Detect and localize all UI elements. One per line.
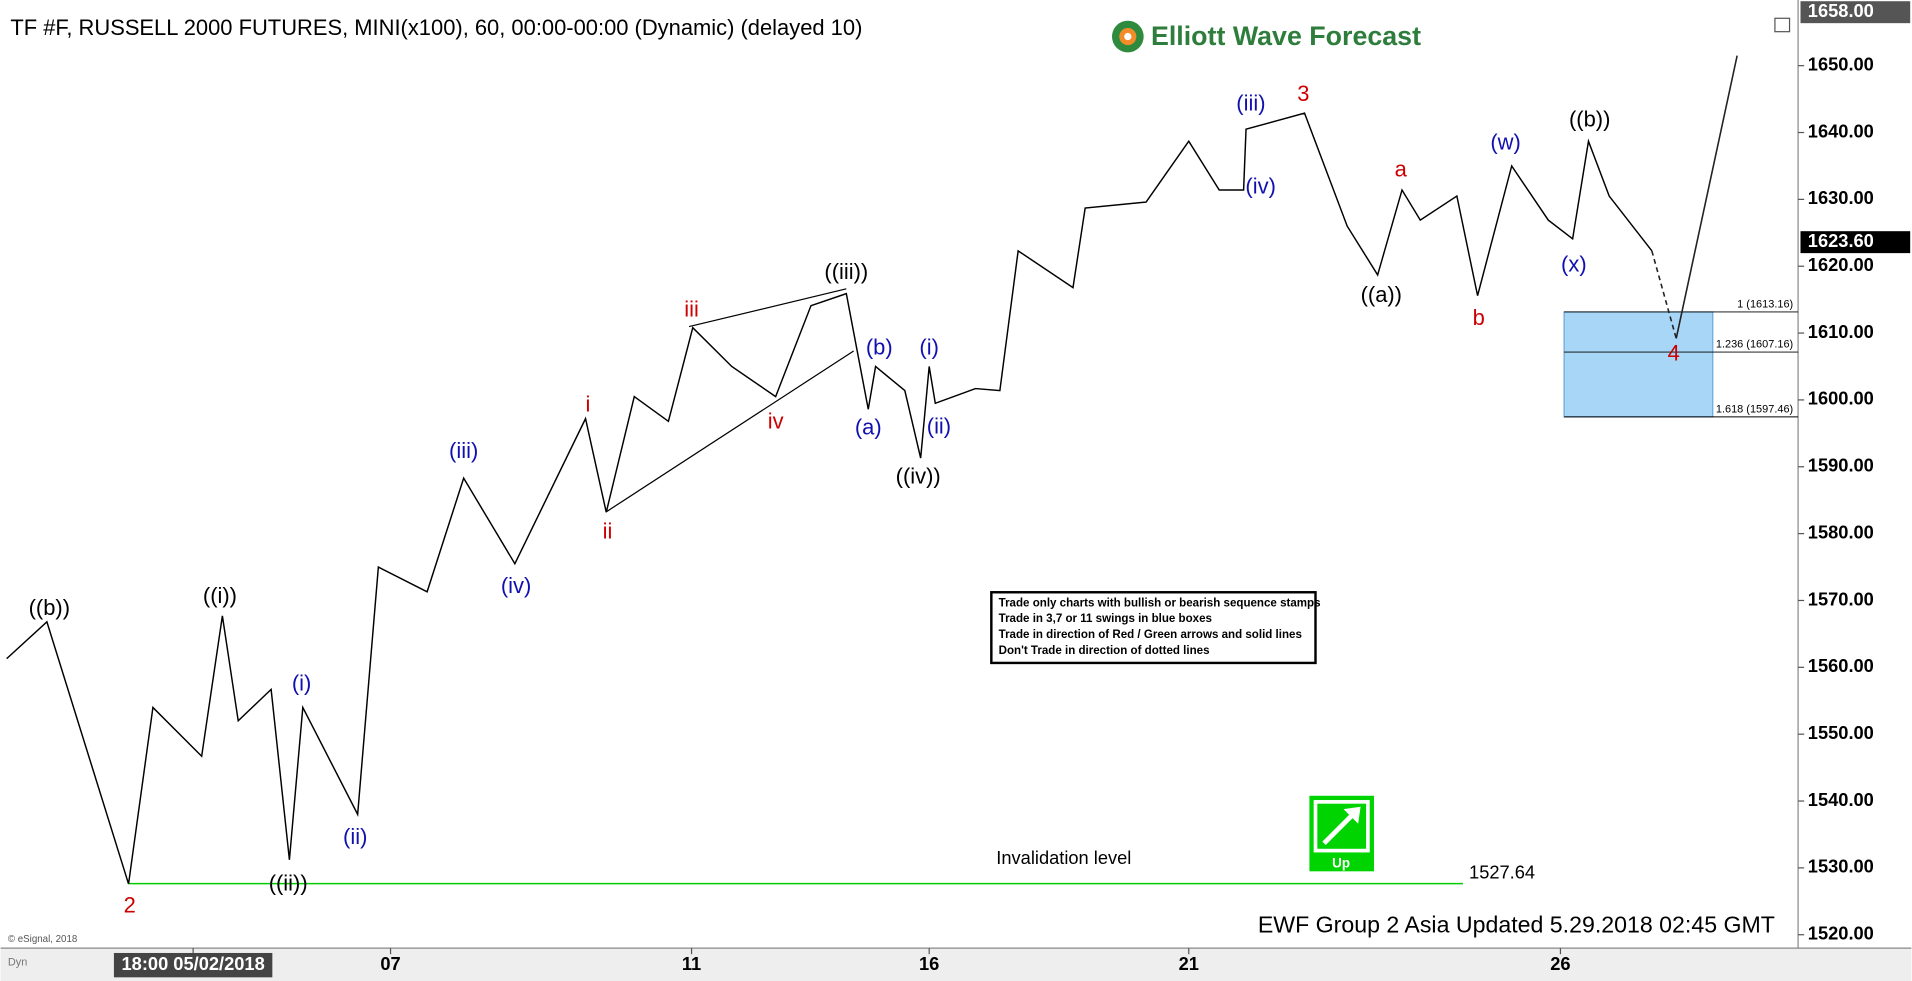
y-tick-label: 1540.00 — [1808, 789, 1874, 810]
x-tick-label: 11 — [682, 953, 701, 974]
y-tick-label: 1570.00 — [1808, 588, 1874, 609]
wave-label: ((ii)) — [269, 871, 308, 896]
price-line — [6, 112, 1653, 885]
wave-label: 2 — [124, 892, 136, 917]
rules-line: Trade in 3,7 or 11 swings in blue boxes — [999, 613, 1212, 625]
chart-title: TF #F, RUSSELL 2000 FUTURES, MINI(x100),… — [10, 15, 862, 40]
y-tick-label: 1550.00 — [1808, 722, 1874, 743]
logo-icon — [1124, 32, 1132, 41]
price-box-label: 1658.00 — [1808, 0, 1874, 21]
wave-label: 4 — [1668, 340, 1680, 365]
price-box-label: 1623.60 — [1808, 230, 1874, 251]
wave-label: ii — [603, 518, 613, 543]
copyright: © eSignal, 2018 — [8, 934, 77, 945]
wave-label: (ii) — [927, 414, 951, 439]
corner-label: Dyn — [8, 957, 27, 969]
time-axis-band — [0, 948, 1912, 981]
rules-line: Trade in direction of Red / Green arrows… — [999, 629, 1302, 641]
y-tick-label: 1520.00 — [1808, 923, 1874, 944]
stamp: Up — [1309, 795, 1374, 872]
y-tick-label: 1630.00 — [1808, 187, 1874, 208]
rules-box: Trade only charts with bullish or bearis… — [990, 591, 1321, 665]
x-tick-label: 18:00 05/02/2018 — [122, 953, 265, 974]
wedge-line — [688, 288, 847, 328]
logo-text: Elliott Wave Forecast — [1151, 21, 1421, 51]
stamp-text: Up — [1332, 856, 1350, 871]
projection-line — [1651, 250, 1677, 339]
rules-line: Trade only charts with bullish or bearis… — [999, 597, 1321, 609]
fib-level-label: 1 (1613.16) — [1737, 299, 1793, 311]
wave-label: 3 — [1297, 81, 1309, 106]
wave-label: b — [1473, 305, 1485, 330]
y-tick-label: 1620.00 — [1808, 254, 1874, 275]
wave-label: iv — [768, 409, 784, 434]
y-tick-label: 1650.00 — [1808, 53, 1874, 74]
y-tick-label: 1560.00 — [1808, 655, 1874, 676]
wave-label: ((i)) — [203, 583, 237, 608]
footer: EWF Group 2 Asia Updated 5.29.2018 02:45… — [1258, 911, 1775, 937]
x-tick-label: 07 — [380, 953, 400, 974]
wave-label: ((iii)) — [824, 259, 868, 284]
window-icon — [1774, 17, 1791, 33]
wave-label: ((b)) — [29, 595, 70, 620]
fib-zone — [1563, 311, 1714, 418]
wave-label: (w) — [1490, 130, 1520, 155]
wedge-line — [605, 350, 854, 513]
wave-label: (i) — [292, 671, 311, 696]
rules-line: Don't Trade in direction of dotted lines — [999, 645, 1210, 657]
stamp-frame — [1313, 800, 1370, 853]
wave-label: iii — [684, 297, 699, 322]
wave-label: ((a)) — [1361, 282, 1402, 307]
wave-label: ((b)) — [1569, 106, 1610, 131]
x-tick-label: 16 — [919, 953, 939, 974]
x-tick-label: 21 — [1179, 953, 1199, 974]
price-box — [1800, 231, 1911, 254]
wave-label: (iii) — [1236, 91, 1265, 116]
y-tick-label: 1590.00 — [1808, 455, 1874, 476]
wave-label: a — [1395, 156, 1408, 181]
wave-label: (iii) — [449, 438, 478, 463]
y-tick-label: 1580.00 — [1808, 521, 1874, 542]
rules-frame — [990, 591, 1317, 665]
fib-level-label: 1.618 (1597.46) — [1716, 403, 1793, 415]
y-tick-label: 1640.00 — [1808, 120, 1874, 141]
wave-label: (iv) — [1245, 173, 1275, 198]
invalidation-value: 1527.64 — [1469, 862, 1535, 883]
logo: Elliott Wave Forecast — [1111, 20, 1421, 53]
y-tick-label: 1600.00 — [1808, 388, 1874, 409]
wave-label: (a) — [855, 415, 882, 440]
invalidation-label: Invalidation level — [996, 847, 1131, 868]
wave-label: (ii) — [343, 824, 367, 849]
wave-label: (b) — [866, 334, 893, 359]
projection-line — [1675, 55, 1738, 339]
wave-label: (i) — [919, 334, 938, 359]
stamp-box — [1309, 795, 1374, 872]
stamp-arrow-head — [1343, 806, 1361, 824]
fib-level-label: 1.236 (1607.16) — [1716, 339, 1793, 351]
x-tick-label-box — [113, 952, 273, 978]
y-tick-label: 1610.00 — [1808, 321, 1874, 342]
y-tick-label: 1530.00 — [1808, 856, 1874, 877]
price-box — [1800, 1, 1911, 24]
x-tick-label: 26 — [1550, 953, 1570, 974]
wave-label: (x) — [1561, 251, 1587, 276]
wave-label: ((iv)) — [896, 464, 941, 489]
wave-label: (iv) — [501, 573, 531, 598]
wave-label: i — [586, 392, 591, 417]
